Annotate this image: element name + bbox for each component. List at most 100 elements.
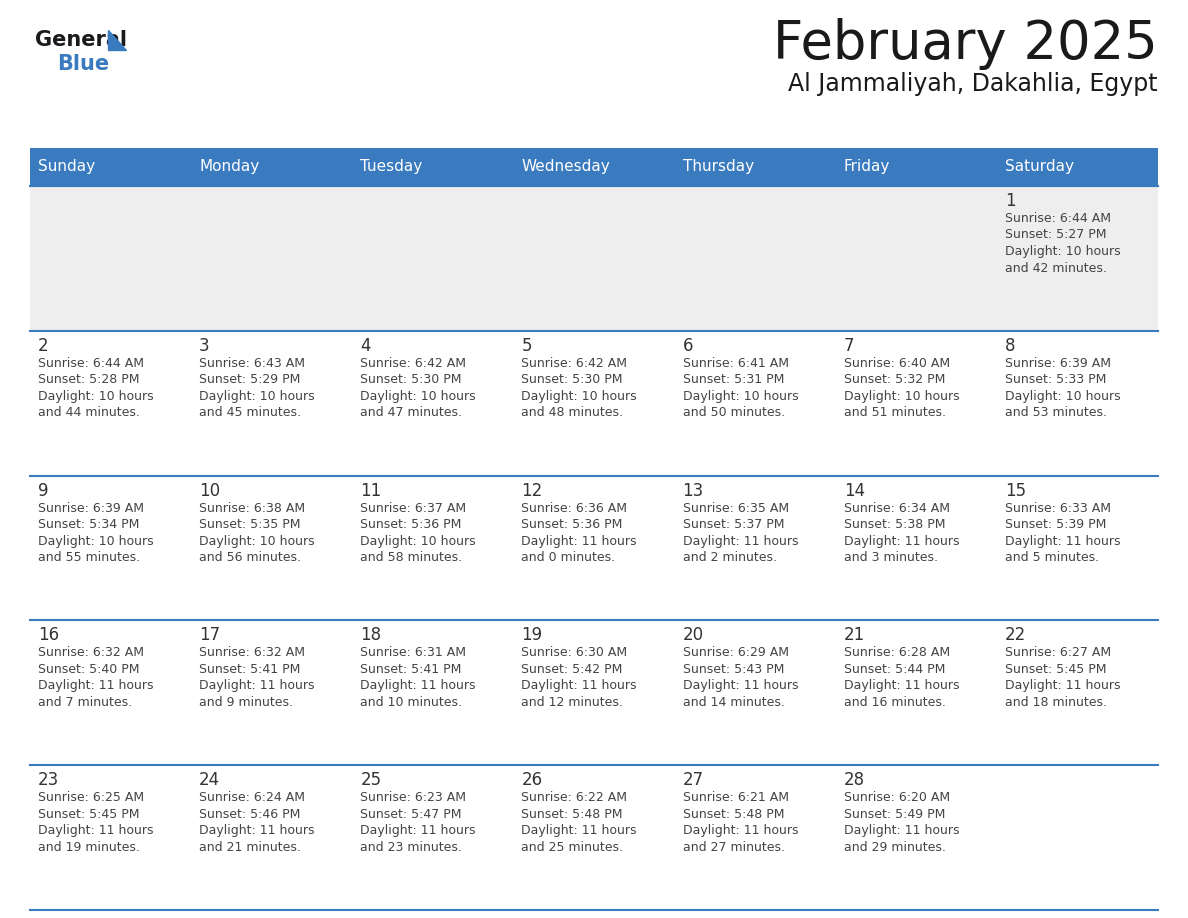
Text: Sunset: 5:46 PM: Sunset: 5:46 PM xyxy=(200,808,301,821)
Text: Sunrise: 6:29 AM: Sunrise: 6:29 AM xyxy=(683,646,789,659)
Text: Sunrise: 6:30 AM: Sunrise: 6:30 AM xyxy=(522,646,627,659)
Bar xyxy=(513,330,675,476)
Text: Sunset: 5:45 PM: Sunset: 5:45 PM xyxy=(1005,663,1106,676)
Text: Sunrise: 6:41 AM: Sunrise: 6:41 AM xyxy=(683,357,789,370)
Text: Sunset: 5:37 PM: Sunset: 5:37 PM xyxy=(683,518,784,532)
Text: 9: 9 xyxy=(38,482,49,499)
Bar xyxy=(997,148,1158,186)
Text: Sunset: 5:27 PM: Sunset: 5:27 PM xyxy=(1005,229,1106,241)
Text: Daylight: 11 hours: Daylight: 11 hours xyxy=(522,679,637,692)
Text: 4: 4 xyxy=(360,337,371,354)
Bar xyxy=(513,186,675,330)
Text: 27: 27 xyxy=(683,771,703,789)
Text: Daylight: 10 hours: Daylight: 10 hours xyxy=(200,390,315,403)
Text: 20: 20 xyxy=(683,626,703,644)
Text: Sunrise: 6:33 AM: Sunrise: 6:33 AM xyxy=(1005,501,1111,515)
Text: Sunrise: 6:25 AM: Sunrise: 6:25 AM xyxy=(38,791,144,804)
Text: Sunrise: 6:43 AM: Sunrise: 6:43 AM xyxy=(200,357,305,370)
Text: Sunset: 5:44 PM: Sunset: 5:44 PM xyxy=(843,663,946,676)
Bar xyxy=(675,476,835,621)
Text: Sunrise: 6:35 AM: Sunrise: 6:35 AM xyxy=(683,501,789,515)
Bar xyxy=(191,766,353,910)
Text: Daylight: 11 hours: Daylight: 11 hours xyxy=(843,534,959,548)
Text: Sunset: 5:49 PM: Sunset: 5:49 PM xyxy=(843,808,946,821)
Text: Sunset: 5:35 PM: Sunset: 5:35 PM xyxy=(200,518,301,532)
Text: Sunrise: 6:42 AM: Sunrise: 6:42 AM xyxy=(522,357,627,370)
Text: Daylight: 10 hours: Daylight: 10 hours xyxy=(360,534,476,548)
Bar xyxy=(353,766,513,910)
Bar xyxy=(353,186,513,330)
Text: Daylight: 11 hours: Daylight: 11 hours xyxy=(522,824,637,837)
Text: and 45 minutes.: and 45 minutes. xyxy=(200,407,301,420)
Text: Daylight: 11 hours: Daylight: 11 hours xyxy=(360,824,475,837)
Text: Sunset: 5:33 PM: Sunset: 5:33 PM xyxy=(1005,374,1106,386)
Bar xyxy=(513,766,675,910)
Text: Daylight: 11 hours: Daylight: 11 hours xyxy=(1005,534,1120,548)
Text: Daylight: 11 hours: Daylight: 11 hours xyxy=(522,534,637,548)
Text: 21: 21 xyxy=(843,626,865,644)
Text: and 16 minutes.: and 16 minutes. xyxy=(843,696,946,709)
Bar xyxy=(835,186,997,330)
Text: and 55 minutes.: and 55 minutes. xyxy=(38,551,140,564)
Text: Sunrise: 6:32 AM: Sunrise: 6:32 AM xyxy=(38,646,144,659)
Bar xyxy=(30,766,191,910)
Text: Sunset: 5:42 PM: Sunset: 5:42 PM xyxy=(522,663,623,676)
Bar xyxy=(191,476,353,621)
Text: Sunset: 5:43 PM: Sunset: 5:43 PM xyxy=(683,663,784,676)
Text: 28: 28 xyxy=(843,771,865,789)
Text: Sunset: 5:29 PM: Sunset: 5:29 PM xyxy=(200,374,301,386)
Text: 12: 12 xyxy=(522,482,543,499)
Text: Sunrise: 6:21 AM: Sunrise: 6:21 AM xyxy=(683,791,789,804)
Text: Sunday: Sunday xyxy=(38,160,95,174)
Text: 16: 16 xyxy=(38,626,59,644)
Text: 8: 8 xyxy=(1005,337,1016,354)
Text: 23: 23 xyxy=(38,771,59,789)
Text: 11: 11 xyxy=(360,482,381,499)
Text: Sunset: 5:39 PM: Sunset: 5:39 PM xyxy=(1005,518,1106,532)
Text: Sunrise: 6:20 AM: Sunrise: 6:20 AM xyxy=(843,791,950,804)
Text: Daylight: 11 hours: Daylight: 11 hours xyxy=(683,534,798,548)
Text: Sunset: 5:32 PM: Sunset: 5:32 PM xyxy=(843,374,946,386)
Text: Daylight: 11 hours: Daylight: 11 hours xyxy=(843,824,959,837)
Text: Sunset: 5:45 PM: Sunset: 5:45 PM xyxy=(38,808,139,821)
Text: Sunrise: 6:39 AM: Sunrise: 6:39 AM xyxy=(38,501,144,515)
Text: Sunrise: 6:31 AM: Sunrise: 6:31 AM xyxy=(360,646,466,659)
Text: Daylight: 10 hours: Daylight: 10 hours xyxy=(38,390,153,403)
Text: Daylight: 10 hours: Daylight: 10 hours xyxy=(683,390,798,403)
Bar xyxy=(835,476,997,621)
Text: Sunrise: 6:28 AM: Sunrise: 6:28 AM xyxy=(843,646,950,659)
Text: and 50 minutes.: and 50 minutes. xyxy=(683,407,785,420)
Text: Daylight: 11 hours: Daylight: 11 hours xyxy=(360,679,475,692)
Text: 26: 26 xyxy=(522,771,543,789)
Text: Sunrise: 6:27 AM: Sunrise: 6:27 AM xyxy=(1005,646,1111,659)
Text: Sunrise: 6:36 AM: Sunrise: 6:36 AM xyxy=(522,501,627,515)
Text: and 56 minutes.: and 56 minutes. xyxy=(200,551,301,564)
Text: Sunset: 5:36 PM: Sunset: 5:36 PM xyxy=(360,518,462,532)
Text: Tuesday: Tuesday xyxy=(360,160,423,174)
Text: Saturday: Saturday xyxy=(1005,160,1074,174)
Text: Sunrise: 6:44 AM: Sunrise: 6:44 AM xyxy=(1005,212,1111,225)
Bar xyxy=(997,476,1158,621)
Bar xyxy=(191,330,353,476)
Text: Sunset: 5:38 PM: Sunset: 5:38 PM xyxy=(843,518,946,532)
Text: Daylight: 11 hours: Daylight: 11 hours xyxy=(1005,679,1120,692)
Bar xyxy=(997,766,1158,910)
Text: and 25 minutes.: and 25 minutes. xyxy=(522,841,624,854)
Bar xyxy=(353,621,513,766)
Text: Daylight: 10 hours: Daylight: 10 hours xyxy=(38,534,153,548)
Text: Daylight: 11 hours: Daylight: 11 hours xyxy=(683,824,798,837)
Text: Sunrise: 6:23 AM: Sunrise: 6:23 AM xyxy=(360,791,466,804)
Text: Daylight: 10 hours: Daylight: 10 hours xyxy=(843,390,960,403)
Text: Daylight: 11 hours: Daylight: 11 hours xyxy=(683,679,798,692)
Text: and 14 minutes.: and 14 minutes. xyxy=(683,696,784,709)
Text: Sunrise: 6:39 AM: Sunrise: 6:39 AM xyxy=(1005,357,1111,370)
Bar xyxy=(30,621,191,766)
Text: 13: 13 xyxy=(683,482,703,499)
Text: 3: 3 xyxy=(200,337,210,354)
Text: and 10 minutes.: and 10 minutes. xyxy=(360,696,462,709)
Text: Sunset: 5:30 PM: Sunset: 5:30 PM xyxy=(522,374,623,386)
Bar xyxy=(30,186,191,330)
Bar xyxy=(675,621,835,766)
Text: and 23 minutes.: and 23 minutes. xyxy=(360,841,462,854)
Text: 6: 6 xyxy=(683,337,693,354)
